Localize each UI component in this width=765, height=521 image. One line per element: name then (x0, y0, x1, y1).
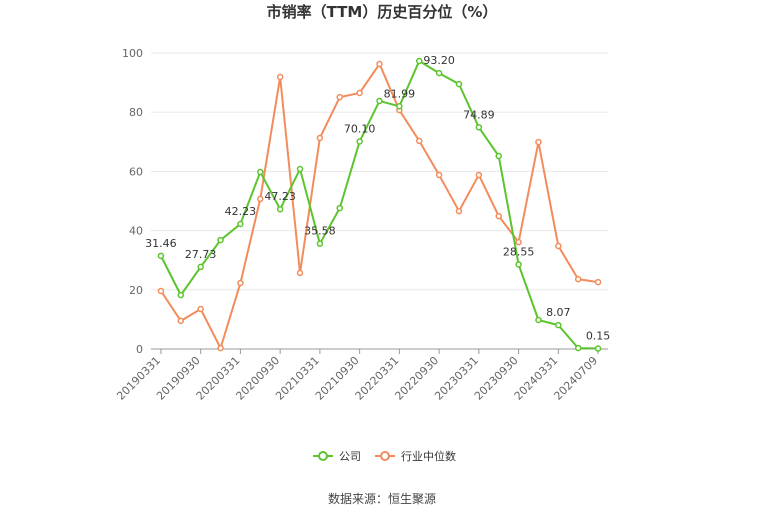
data-point (574, 275, 582, 283)
data-point (276, 205, 284, 213)
data-point (157, 287, 165, 295)
y-tick-label: 60 (129, 165, 143, 178)
data-point (574, 344, 582, 352)
data-point (197, 263, 204, 271)
data-point (455, 207, 463, 215)
data-point (356, 89, 363, 97)
data-point (376, 97, 383, 105)
y-tick-label: 100 (122, 47, 143, 60)
data-label: 74.89 (463, 108, 495, 121)
data-point (177, 291, 185, 299)
data-point (237, 220, 244, 228)
data-point (435, 69, 443, 77)
data-label: 0.15 (586, 330, 611, 343)
data-point (336, 204, 344, 212)
data-point (435, 171, 443, 179)
data-point (316, 134, 324, 142)
data-point (396, 103, 403, 110)
data-point (376, 60, 383, 68)
data-point (217, 236, 224, 244)
y-tick-label: 80 (129, 106, 143, 119)
data-point (336, 93, 344, 101)
data-point (177, 317, 185, 325)
y-tick-label: 40 (129, 225, 143, 238)
data-point (157, 252, 165, 260)
data-point (535, 316, 542, 324)
data-point (316, 240, 324, 247)
data-point (495, 212, 502, 220)
data-label: 93.20 (423, 54, 455, 67)
data-point (594, 278, 602, 286)
chart-title: 市销率（TTM）历史百分位（%） (267, 3, 498, 21)
data-label: 70.10 (344, 123, 376, 136)
x-tick-label: 20240709 (551, 354, 600, 403)
data-label: 35.58 (304, 225, 336, 238)
data-point (515, 261, 522, 268)
y-tick-label: 0 (136, 343, 143, 356)
data-point (356, 138, 363, 145)
data-point (594, 345, 602, 352)
data-point (555, 321, 562, 329)
data-point (455, 80, 463, 88)
data-point (237, 279, 244, 287)
data-point (257, 168, 264, 176)
data-point (276, 73, 284, 81)
y-tick-label: 20 (129, 284, 143, 297)
data-point (197, 305, 204, 313)
data-point (495, 152, 502, 160)
legend-label: 公司 (339, 450, 361, 463)
data-label: 42.23 (225, 205, 257, 218)
data-point (296, 269, 304, 277)
data-label: 8.07 (546, 306, 571, 319)
data-point (296, 165, 304, 173)
data-point (475, 171, 483, 179)
legend-label: 行业中位数 (401, 449, 456, 463)
data-point (475, 124, 483, 131)
data-point (555, 242, 562, 250)
data-point (217, 344, 224, 352)
data-point (515, 238, 522, 246)
source: 数据来源：恒生聚源 (328, 491, 436, 506)
data-label: 47.23 (264, 190, 296, 203)
legend-marker (380, 451, 390, 461)
data-point (257, 195, 264, 203)
data-label: 31.46 (145, 237, 177, 250)
data-point (415, 57, 423, 65)
data-label: 28.55 (503, 245, 535, 258)
data-point (535, 138, 542, 146)
data-label: 27.73 (185, 248, 217, 261)
legend-marker (318, 451, 328, 461)
data-point (415, 137, 423, 145)
data-label: 81.99 (384, 87, 416, 100)
